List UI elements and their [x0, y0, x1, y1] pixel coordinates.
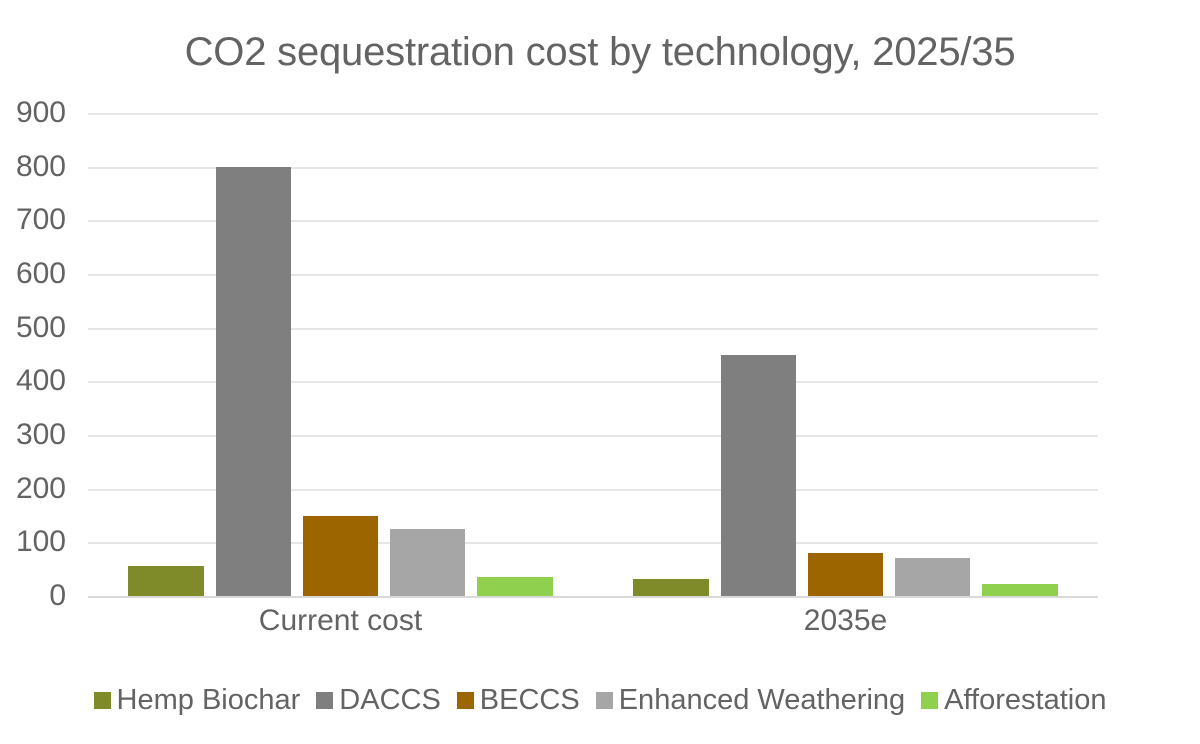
legend-item[interactable]: Afforestation — [921, 686, 1106, 715]
bar-slot — [807, 113, 884, 596]
legend-swatch-icon — [316, 692, 334, 709]
y-axis-tick-label: 800 — [15, 149, 66, 183]
y-axis-tick-label: 0 — [49, 579, 66, 612]
chart-legend: Hemp Biochar DACCS BECCS Enhanced Weatherin… — [0, 686, 1200, 715]
legend-item[interactable]: Enhanced Weathering — [595, 684, 906, 716]
bar-slot — [895, 113, 971, 596]
plot-area — [88, 113, 1098, 598]
y-axis-tick-label: 200 — [15, 471, 66, 505]
legend-swatch-icon — [595, 692, 613, 709]
legend-item[interactable]: Hemp Biochar — [93, 684, 301, 716]
y-axis-tick-label: 600 — [15, 257, 66, 290]
legend-item[interactable]: DACCS — [316, 686, 441, 715]
gridlines — [88, 113, 1098, 598]
gridline — [88, 542, 1098, 545]
legend-label: BECCS — [479, 684, 580, 716]
bar-group-bars — [128, 113, 553, 596]
bar[interactable] — [128, 566, 204, 596]
legend-label: Hemp Biochar — [116, 684, 301, 716]
gridline — [88, 488, 1098, 491]
legend-label: DACCS — [339, 684, 441, 716]
y-axis-tick-label: 900 — [15, 96, 66, 129]
bar-slot — [128, 113, 204, 596]
bar-group-bars — [633, 113, 1058, 596]
x-axis-tick-label: Current cost — [258, 604, 423, 637]
bar[interactable] — [302, 515, 379, 596]
bar[interactable] — [895, 558, 971, 596]
legend-label: Enhanced Weathering — [618, 684, 906, 716]
gridline — [88, 274, 1098, 276]
bar[interactable] — [633, 578, 709, 596]
x-axis: Current cost 2035e — [88, 604, 1098, 638]
gridline — [88, 435, 1098, 437]
gridline — [88, 220, 1098, 223]
bar-slot — [477, 113, 553, 596]
legend-swatch-icon — [456, 692, 474, 709]
bar[interactable] — [982, 584, 1058, 596]
legend-swatch-icon — [93, 692, 111, 709]
y-axis: 900 800 700 600 500 400 300 200 100 0 — [0, 98, 80, 611]
gridline — [88, 327, 1098, 330]
bar-groups — [88, 113, 1098, 596]
bar-slot — [390, 113, 466, 596]
bar-group — [88, 113, 593, 596]
legend-label: Afforestation — [944, 684, 1107, 716]
y-axis-tick-label: 300 — [15, 418, 66, 451]
bar-slot — [982, 113, 1058, 596]
bar-slot — [215, 113, 291, 596]
legend-swatch-icon — [921, 692, 939, 709]
bar[interactable] — [720, 354, 796, 596]
y-axis-tick-label: 700 — [15, 203, 66, 237]
bar-slot — [302, 113, 379, 596]
bar[interactable] — [390, 528, 466, 596]
y-axis-tick-label: 100 — [15, 525, 66, 559]
bar[interactable] — [807, 553, 884, 596]
y-axis-tick-label: 400 — [15, 364, 66, 398]
chart-title: CO2 sequestration cost by technology, 20… — [184, 30, 1016, 74]
x-axis-tick-label: 2035e — [803, 604, 888, 637]
bar-group — [593, 113, 1098, 596]
bar[interactable] — [477, 577, 553, 596]
gridline — [88, 166, 1098, 169]
gridline — [88, 113, 1098, 115]
bar-slot — [720, 113, 796, 596]
y-axis-tick-label: 500 — [15, 310, 66, 344]
gridline — [88, 381, 1098, 384]
bar[interactable] — [215, 166, 291, 596]
bar-slot — [633, 113, 709, 596]
legend-item[interactable]: BECCS — [456, 684, 580, 716]
gridline — [88, 596, 1098, 598]
